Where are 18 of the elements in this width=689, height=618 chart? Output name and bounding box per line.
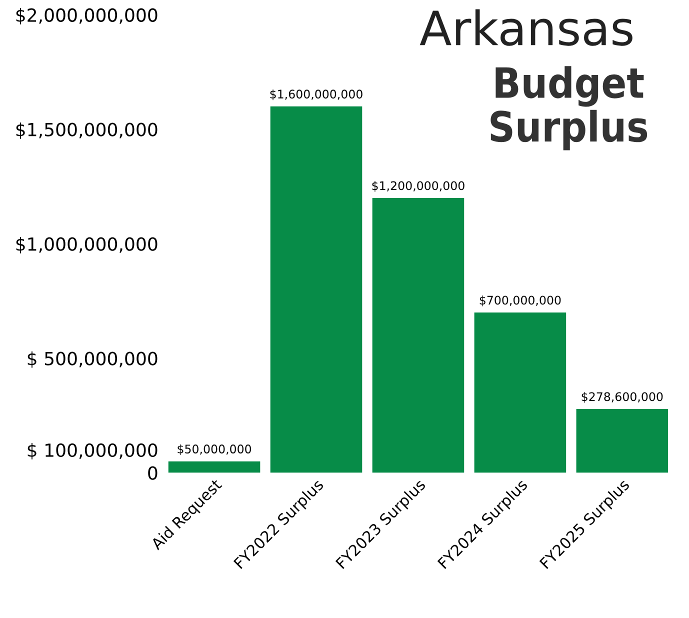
data-label: $700,000,000 bbox=[480, 296, 561, 306]
data-label: $278,600,000 bbox=[582, 392, 663, 403]
bar bbox=[372, 198, 464, 473]
data-label: $50,000,000 bbox=[178, 444, 252, 456]
y-tick-label: $1,000,000,000 bbox=[16, 236, 158, 254]
text: Budget Surplus bbox=[490, 66, 648, 150]
data-label: $1,200,000,000 bbox=[372, 181, 464, 192]
data-label: $1,600,000,000 bbox=[270, 89, 362, 100]
chart-title: Arkansas bbox=[420, 9, 632, 46]
bar bbox=[270, 106, 362, 473]
bar bbox=[576, 408, 668, 473]
bar bbox=[168, 461, 260, 473]
y-tick-label: $2,000,000,000 bbox=[16, 8, 158, 24]
y-tick-label: 0 bbox=[148, 466, 158, 480]
bar bbox=[474, 312, 566, 473]
y-tick-label: $ 100,000,000 bbox=[28, 443, 158, 460]
y-tick-label: $ 500,000,000 bbox=[28, 351, 158, 368]
y-tick-label: $1,500,000,000 bbox=[16, 122, 158, 139]
